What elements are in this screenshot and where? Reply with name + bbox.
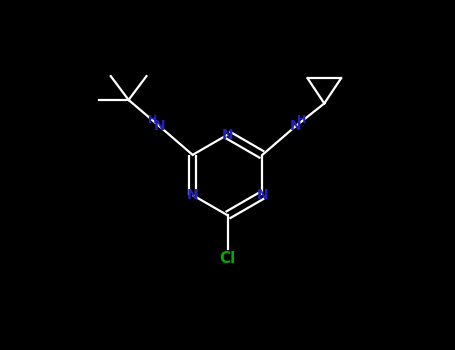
Text: N: N xyxy=(187,188,198,202)
Text: H: H xyxy=(148,115,158,125)
Text: N: N xyxy=(154,119,165,133)
Text: N: N xyxy=(290,119,301,133)
Text: Cl: Cl xyxy=(219,251,236,266)
Text: H: H xyxy=(297,115,307,125)
Text: N: N xyxy=(257,188,268,202)
Text: N: N xyxy=(222,128,233,142)
